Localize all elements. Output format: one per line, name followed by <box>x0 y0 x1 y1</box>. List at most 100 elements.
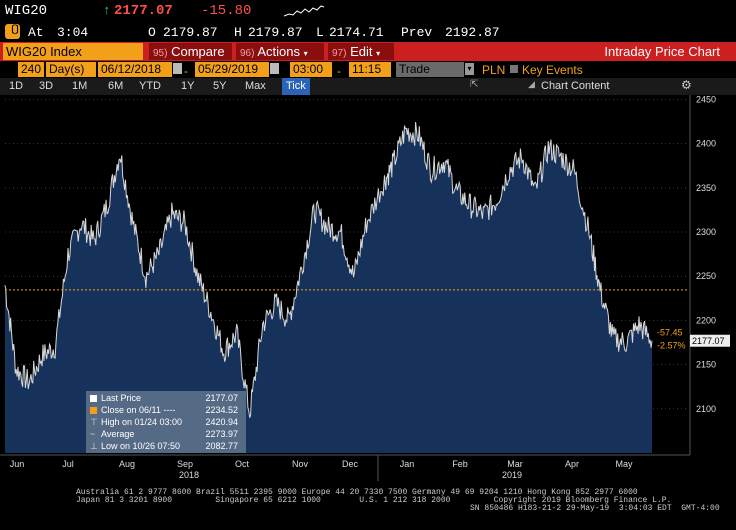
legend-swatch <box>90 395 97 403</box>
y-tick-label: 2300 <box>696 227 716 237</box>
x-month-label: Jun <box>10 459 25 469</box>
timeframe-bar: 1D 3D 1M 6M YTD 1Y 5Y Max Tick ▼ ⇱ ◢ Chart Conte… <box>0 78 736 109</box>
at-label: At <box>28 25 44 40</box>
timeframe-1m[interactable]: 1M <box>72 80 88 92</box>
dropdown-arrow-icon: ▾ <box>303 49 308 58</box>
y-tick-label: 2350 <box>696 183 716 193</box>
legend-marker-icon: ~ <box>90 429 96 439</box>
x-month-label: Dec <box>342 459 359 469</box>
start-date-field[interactable]: 06/12/2018 <box>98 62 172 77</box>
start-time-field[interactable]: 03:00 <box>290 62 332 77</box>
legend-label: Low on 10/26 07:50 <box>101 441 181 451</box>
low-label: L <box>316 25 324 40</box>
end-time-field[interactable]: 11:15 <box>349 62 391 77</box>
legend-swatch <box>90 407 97 415</box>
timeframe-max[interactable]: Max <box>245 80 266 92</box>
change-pct-label: -2.57% <box>657 341 686 351</box>
high-value: 2179.87 <box>248 25 303 40</box>
collapse-arrows-icon[interactable]: ⇱ <box>470 79 479 90</box>
legend-marker-icon: ⊥ <box>90 441 98 451</box>
key-events-checkbox[interactable] <box>510 65 518 73</box>
legend-row: ⊤ High on 01/24 03:00 2420.94 <box>90 417 242 428</box>
legend-label: Last Price <box>101 393 142 403</box>
legend-value: 2082.77 <box>205 441 238 451</box>
legend-value: 2234.52 <box>205 405 238 415</box>
y-tick-label: 2450 <box>696 95 716 104</box>
open-label: O <box>148 25 156 40</box>
y-tick-label: 2200 <box>696 315 716 325</box>
edit-button[interactable]: 97) Edit ▾ <box>328 43 394 60</box>
x-year-label: 2019 <box>502 470 522 480</box>
period-value-field[interactable]: 240 <box>18 62 44 77</box>
legend-row: Close on 06/11 ---- 2234.52 <box>90 405 242 416</box>
timeframe-3d[interactable]: 3D <box>39 80 54 92</box>
currency-label[interactable]: PLN <box>482 63 506 77</box>
actions-button[interactable]: 96) Actions ▾ <box>236 43 324 60</box>
field-selector[interactable]: Trade <box>396 62 464 77</box>
up-arrow-icon: ↑ <box>103 3 111 18</box>
timeframe-5y[interactable]: 5Y <box>213 80 227 92</box>
end-date-field[interactable]: 05/29/2019 <box>195 62 269 77</box>
legend-label: Average <box>101 429 135 439</box>
time-separator: - <box>337 64 341 78</box>
legend-value: 2273.97 <box>205 429 238 439</box>
calendar-icon[interactable] <box>270 63 279 74</box>
change-label: -57.45 <box>657 328 683 338</box>
prev-value: 2192.87 <box>445 25 500 40</box>
footer-contacts: Australia 61 2 9777 8600 Brazil 5511 239… <box>76 488 638 497</box>
legend-label: High on 01/24 03:00 <box>101 417 183 427</box>
compare-button[interactable]: 95) Compare <box>149 43 232 60</box>
legend-value: 2420.94 <box>205 417 238 427</box>
bloomberg-key-icon[interactable]: 〔〕 <box>5 24 25 39</box>
legend-row: ~ Average 2273.97 <box>90 429 242 440</box>
legend-row: ⊥ Low on 10/26 07:50 2082.77 <box>90 441 242 452</box>
open-value: 2179.87 <box>163 25 218 40</box>
legend-row: Last Price 2177.07 <box>90 393 242 404</box>
sparkline-icon <box>283 5 325 17</box>
footer-timestamp: SN 850486 H183-21-2 29-May-19 3:04:03 ED… <box>470 504 720 513</box>
price-line <box>4 121 653 418</box>
last-price-tag: 2177.07 -57.45 -2.57% <box>657 328 730 351</box>
price-chart[interactable]: 2100 2150 2200 2250 2300 2350 2400 2450 Jun Jul A… <box>0 95 736 487</box>
low-value: 2174.71 <box>329 25 384 40</box>
timeframe-6m[interactable]: 6M <box>108 80 124 92</box>
timeframe-1d[interactable]: 1D <box>9 80 24 92</box>
timeframe-1y[interactable]: 1Y <box>181 80 195 92</box>
y-axis: 2100 2150 2200 2250 2300 2350 2400 2450 <box>689 95 716 455</box>
x-month-label: May <box>615 459 633 469</box>
legend-label: Close on 06/11 ---- <box>101 405 176 415</box>
period-unit-field[interactable]: Day(s) <box>46 62 96 77</box>
footer: Australia 61 2 9777 8600 Brazil 5511 239… <box>0 487 736 530</box>
prev-label: Prev <box>401 25 433 40</box>
y-tick-label: 2100 <box>696 404 716 414</box>
gear-icon[interactable]: ⚙ <box>681 78 692 92</box>
chart-parameters: 240 Day(s) 06/12/2018 - 05/29/2019 03:00… <box>0 61 736 78</box>
y-tick-label: 2250 <box>696 271 716 281</box>
high-label: H <box>234 25 242 40</box>
x-month-label: Apr <box>565 459 579 469</box>
last-price-tag-label: 2177.07 <box>692 336 725 346</box>
timeframe-tick[interactable]: Tick ▼ <box>282 78 310 109</box>
x-axis: Jun Jul Aug Sep Oct Nov Dec Jan Feb Mar Apr May 2018… <box>0 454 690 481</box>
ticker-label: WIG20 <box>5 3 48 19</box>
timeframe-ytd[interactable]: YTD <box>139 80 161 92</box>
last-price-box <box>690 334 730 347</box>
chart-content-arrow-icon: ◢ <box>528 79 535 89</box>
quote-time: 3:04 <box>57 25 89 40</box>
calendar-icon[interactable] <box>173 63 182 74</box>
x-month-label: Jul <box>62 459 74 469</box>
price-area <box>5 122 652 453</box>
chart-content-button[interactable]: Chart Content <box>541 80 610 92</box>
y-tick-label: 2400 <box>696 139 716 149</box>
dropdown-arrow-icon[interactable]: ▾ <box>465 63 474 75</box>
legend-marker-icon: ⊤ <box>90 417 98 427</box>
security-field[interactable]: WIG20 Index <box>3 43 143 60</box>
footer-copyright: Japan 81 3 3201 8900 Singapore 65 6212 1… <box>76 496 672 505</box>
x-month-label: Oct <box>235 459 250 469</box>
x-month-label: Aug <box>119 459 135 469</box>
chart-legend: Last Price 2177.07 Close on 06/11 ---- 2234… <box>86 391 246 453</box>
legend-value: 2177.07 <box>205 393 238 403</box>
x-month-label: Mar <box>507 459 523 469</box>
quote-details: 〔〕 At 3:04 O 2179.87 H 2179.87 L 2174.71… <box>0 22 736 42</box>
key-events-label[interactable]: Key Events <box>522 63 583 77</box>
